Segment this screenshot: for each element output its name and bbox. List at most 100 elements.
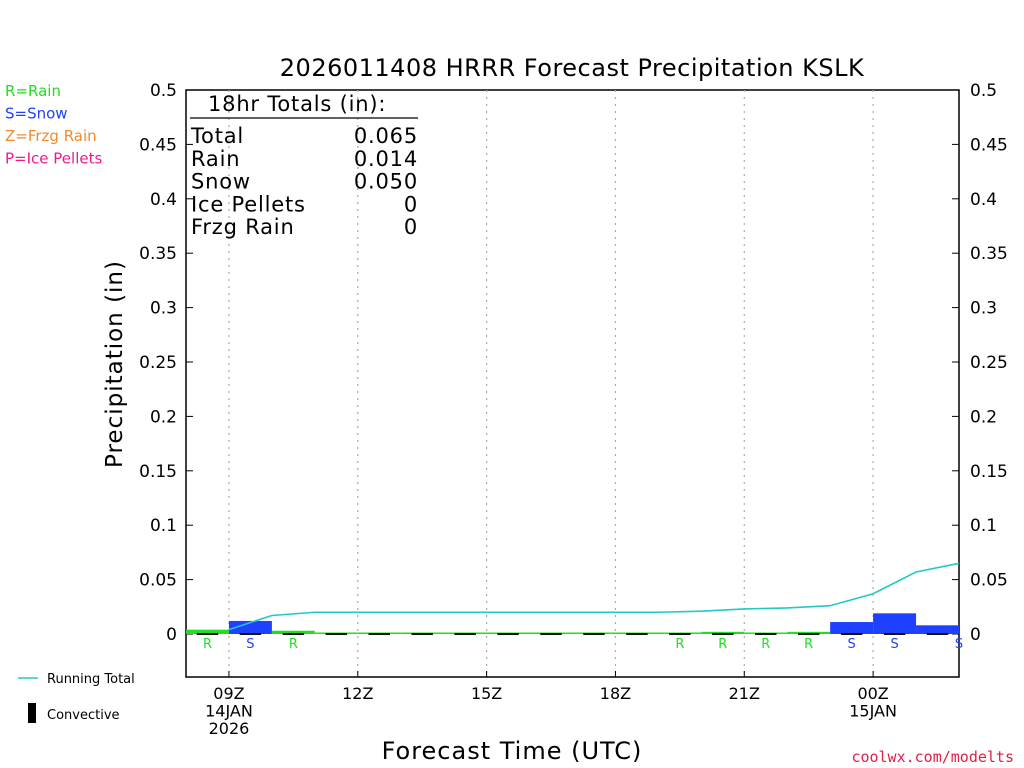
precip-type-label: R — [203, 637, 212, 652]
type-legend-item: S=Snow — [5, 105, 68, 123]
totals-row-value: 0.014 — [354, 147, 418, 171]
convective-bar — [926, 633, 949, 635]
y-tick-label-right: 0.05 — [970, 571, 1008, 591]
totals-row-label: Frzg Rain — [191, 215, 295, 239]
precip-type-label: R — [761, 637, 770, 652]
type-legend: R=Rain S=Snow Z=Frzg Rain P=Ice Pellets — [5, 82, 102, 168]
chart-title: 2026011408 HRRR Forecast Precipitation K… — [280, 54, 865, 82]
y-tick-label-right: 0.2 — [970, 407, 997, 427]
totals-row-label: Snow — [191, 170, 251, 194]
convective-bar — [626, 633, 648, 635]
y-tick-label-right: 0.25 — [970, 353, 1008, 373]
precip-bar — [873, 613, 917, 634]
x-tick-label: 12Z — [342, 684, 373, 703]
convective-bar — [669, 633, 691, 635]
x-tick-label: 00Z — [857, 684, 888, 703]
y-tick-label-right: 0.45 — [970, 135, 1008, 155]
x-tick-label: 15JAN — [849, 702, 897, 721]
y-axis-label: Precipitation (in) — [102, 260, 128, 468]
precip-bar — [271, 630, 315, 634]
y-tick-label-right: 0.15 — [970, 462, 1008, 482]
convective-bar — [712, 633, 734, 635]
y-tick-label: 0.2 — [150, 407, 177, 427]
precip-type-label: R — [675, 637, 684, 652]
convective-bar — [755, 633, 777, 635]
y-tick-label: 0.35 — [139, 244, 177, 264]
x-tick-label: 2026 — [209, 719, 250, 738]
running-total-series — [228, 562, 960, 631]
convective-bar — [454, 633, 476, 635]
totals-row-value: 0.065 — [354, 124, 418, 148]
y-axis-left: 0 0.05 0.1 0.15 0.2 0.25 0.3 0.35 0.4 0.45 0.5 — [139, 81, 193, 645]
y-tick-label: 0 — [166, 625, 177, 645]
precip-bar — [228, 620, 272, 634]
totals-row-label: Ice Pellets — [191, 192, 306, 216]
convective-bar — [540, 633, 562, 635]
convective-bar — [196, 633, 219, 635]
x-tick-label: 09Z — [213, 684, 244, 703]
totals-row-label: Total — [190, 124, 244, 148]
x-axis-label: Forecast Time (UTC) — [382, 737, 643, 765]
bottom-legend-label: Convective — [47, 708, 120, 723]
x-tick-label: 14JAN — [205, 702, 253, 721]
precip-type-label: S — [890, 637, 898, 652]
precip-type-label: R — [718, 637, 727, 652]
convective-bar — [411, 633, 433, 635]
y-axis-right: 0 0.05 0.1 0.15 0.2 0.25 0.3 0.35 0.4 0.45 0.5 — [952, 81, 1008, 645]
type-legend-item: Z=Frzg Rain — [5, 127, 97, 145]
precip-type-label: S — [246, 637, 254, 652]
y-tick-label-right: 0.4 — [970, 190, 997, 210]
y-tick-label: 0.05 — [139, 571, 177, 591]
y-tick-label: 0.15 — [139, 462, 177, 482]
totals-row-value: 0 — [404, 215, 418, 239]
precip-bars — [186, 613, 959, 635]
convective-bar — [368, 633, 390, 635]
y-tick-label: 0.3 — [150, 299, 177, 319]
y-tick-label-right: 0.5 — [970, 81, 997, 101]
convective-bar — [239, 633, 262, 635]
y-tick-label-right: 0.3 — [970, 299, 997, 319]
precip-bar — [186, 629, 229, 634]
convective-bar — [325, 633, 348, 635]
totals-row-value: 0 — [404, 192, 418, 216]
x-tick-label: 15Z — [471, 684, 502, 703]
type-legend-item: P=Ice Pellets — [5, 150, 102, 168]
convective-bar — [840, 633, 863, 635]
y-tick-label: 0.4 — [150, 190, 177, 210]
convective-bar — [282, 633, 305, 635]
precip-bar — [916, 625, 959, 634]
bottom-legend: Running Total Convective — [18, 672, 135, 723]
y-tick-label-right: 0 — [970, 625, 981, 645]
convective-bar — [583, 633, 605, 635]
y-tick-label-right: 0.35 — [970, 244, 1008, 264]
precip-type-label: R — [289, 637, 298, 652]
precip-bar — [787, 631, 831, 634]
convective-bar — [497, 633, 519, 635]
precip-type-label: S — [955, 637, 963, 652]
plot-frame — [185, 89, 960, 678]
precip-bar — [830, 622, 874, 634]
y-tick-label: 0.1 — [150, 516, 177, 536]
convective-bar — [883, 633, 906, 635]
totals-title: 18hr Totals (in): — [208, 92, 386, 116]
grid-lines — [228, 90, 874, 677]
credit-text: coolwx.com/modelts — [851, 748, 1014, 766]
precip-type-label: S — [848, 637, 856, 652]
running-total-line — [228, 562, 960, 631]
convective-legend-block — [28, 703, 36, 723]
y-tick-label: 0.45 — [139, 135, 177, 155]
precip-bar — [701, 631, 745, 634]
type-legend-item: R=Rain — [5, 82, 61, 100]
y-tick-label: 0.5 — [150, 81, 177, 101]
totals-row-label: Rain — [191, 147, 240, 171]
totals-box: 18hr Totals (in): Total 0.065 Rain 0.014 Snow… — [190, 92, 418, 239]
precip-type-label: R — [804, 637, 813, 652]
y-tick-label-right: 0.1 — [970, 516, 997, 536]
y-tick-label: 0.25 — [139, 353, 177, 373]
x-tick-label: 18Z — [600, 684, 631, 703]
bottom-legend-label: Running Total — [47, 672, 135, 687]
convective-bar — [797, 633, 820, 635]
